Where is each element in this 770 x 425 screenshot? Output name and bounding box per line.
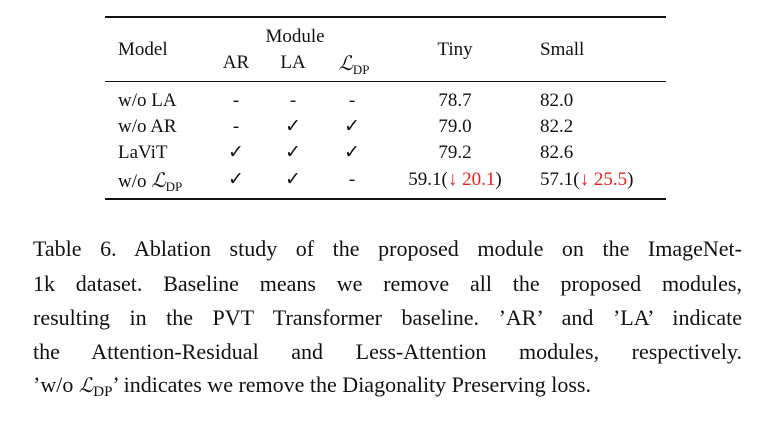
row-model: w/o ℒDP: [118, 169, 182, 198]
cell-dp: ✓: [344, 142, 360, 163]
symbol: ℒ: [78, 373, 94, 397]
cell-ar: -: [232, 90, 240, 111]
cell-small: 82.6: [540, 142, 574, 163]
bottom-rule: [105, 198, 666, 200]
caption-line: ’w/o ℒDP’ indicates we remove the Diagon…: [33, 372, 742, 405]
cell-dp: -: [348, 169, 356, 190]
caption-text: ’ indicates we remove the Diagonality Pr…: [112, 372, 591, 397]
header-tiny: Tiny: [437, 39, 473, 60]
mid-rule: [105, 81, 666, 82]
header-ar: AR: [222, 52, 250, 73]
cell-tiny: 59.1(↓ 20.1): [408, 169, 501, 191]
caption-line: Table 6. Ablation study of the proposed …: [33, 236, 742, 261]
row-model: w/o LA: [118, 90, 177, 111]
subscript: DP: [165, 179, 183, 194]
paren: (: [573, 169, 580, 190]
cell-tiny: 78.7: [438, 90, 472, 111]
cell-small: 57.1(↓ 25.5): [540, 169, 633, 191]
header-model: Model: [118, 39, 168, 60]
top-rule: [105, 16, 666, 18]
cell-la: -: [289, 90, 297, 111]
row-model: LaViT: [118, 142, 168, 163]
paren: (: [441, 169, 448, 190]
header-la: LA: [280, 52, 306, 73]
cell-ar: -: [232, 116, 240, 137]
caption-text: ’w/o: [33, 372, 74, 397]
value: 59.1: [408, 169, 442, 190]
cell-dp: ✓: [344, 116, 360, 137]
cell-ar: ✓: [228, 169, 244, 190]
caption-line: resulting in the PVT Transformer baselin…: [33, 305, 742, 330]
paren: ): [495, 169, 502, 190]
cell-la: ✓: [285, 142, 301, 163]
row-model: w/o AR: [118, 116, 177, 137]
header-module: Module: [265, 26, 325, 47]
cell-small: 82.2: [540, 116, 574, 137]
value: 57.1: [540, 169, 574, 190]
cell-dp: -: [348, 90, 356, 111]
delta: ↓ 25.5: [579, 169, 628, 190]
cell-tiny: 79.0: [438, 116, 472, 137]
cell-tiny: 79.2: [438, 142, 472, 163]
text: w/o: [118, 171, 147, 192]
caption-line: the Attention-Residual and Less-Attentio…: [33, 339, 742, 364]
paren: ): [627, 169, 634, 190]
header-dp: ℒDP: [338, 52, 369, 81]
header-small: Small: [540, 39, 585, 60]
delta: ↓ 20.1: [447, 169, 496, 190]
symbol: ℒ: [338, 51, 353, 75]
symbol: ℒ: [151, 168, 166, 192]
caption-line: 1k dataset. Baseline means we remove all…: [33, 271, 742, 296]
cell-ar: ✓: [228, 142, 244, 163]
cell-la: ✓: [285, 116, 301, 137]
cell-small: 82.0: [540, 90, 574, 111]
cell-la: ✓: [285, 169, 301, 190]
subscript: DP: [352, 62, 370, 77]
subscript: DP: [93, 384, 113, 400]
